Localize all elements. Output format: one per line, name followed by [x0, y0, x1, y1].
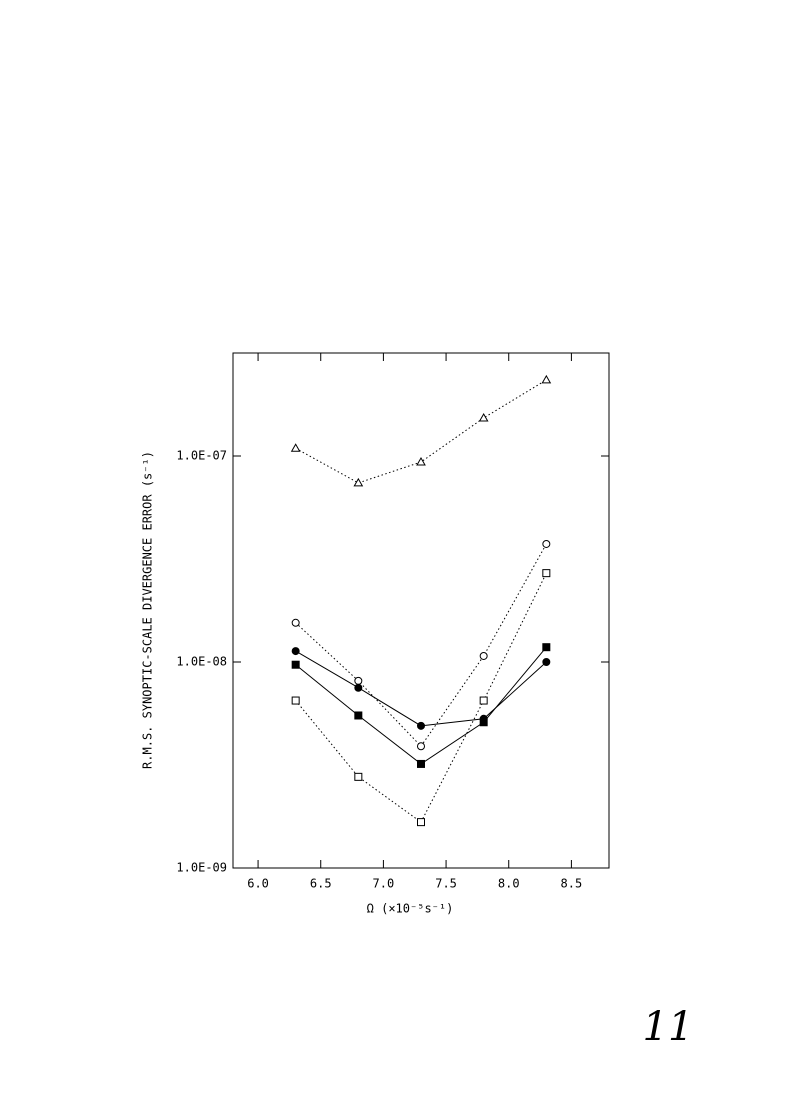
marker	[479, 651, 488, 660]
x-tick-label: 6.5	[310, 877, 332, 891]
marker	[417, 742, 425, 751]
marker	[417, 759, 425, 768]
series-line	[295, 543, 547, 748]
y-tick-label: 1.0E-09	[176, 861, 227, 875]
marker	[354, 711, 363, 720]
x-tick-label: 8.0	[498, 877, 520, 891]
marker	[291, 696, 300, 705]
page-number: 11	[643, 1004, 694, 1050]
marker	[542, 643, 551, 652]
marker	[417, 818, 425, 827]
marker	[478, 412, 489, 422]
y-tick-label: 1.0E-08	[176, 654, 227, 668]
marker	[542, 657, 551, 666]
marker	[541, 374, 552, 384]
marker	[354, 772, 363, 781]
marker	[542, 539, 551, 548]
marker	[291, 647, 300, 656]
marker	[291, 660, 300, 669]
series-line	[295, 572, 547, 823]
marker	[290, 443, 301, 452]
x-tick-label: 8.5	[561, 877, 583, 891]
y-axis-label: R.M.S. SYNOPTIC-SCALE DIVERGENCE ERROR (…	[141, 451, 155, 769]
x-tick-label: 7.5	[435, 877, 457, 891]
marker	[354, 683, 363, 692]
marker	[417, 721, 425, 730]
marker	[479, 718, 488, 727]
series-line	[295, 650, 547, 727]
marker	[542, 569, 551, 578]
marker	[479, 696, 488, 705]
y-tick-label: 1.0E-07	[176, 448, 227, 462]
marker	[354, 676, 363, 685]
marker	[416, 456, 426, 466]
plot-frame	[232, 352, 610, 869]
x-tick-label: 7.0	[373, 877, 395, 891]
x-tick-label: 6.0	[247, 877, 269, 891]
x-axis-label: Ω (×10⁻⁵s⁻¹)	[367, 902, 454, 916]
series-line	[295, 379, 547, 484]
marker	[353, 477, 364, 487]
marker	[291, 618, 300, 627]
